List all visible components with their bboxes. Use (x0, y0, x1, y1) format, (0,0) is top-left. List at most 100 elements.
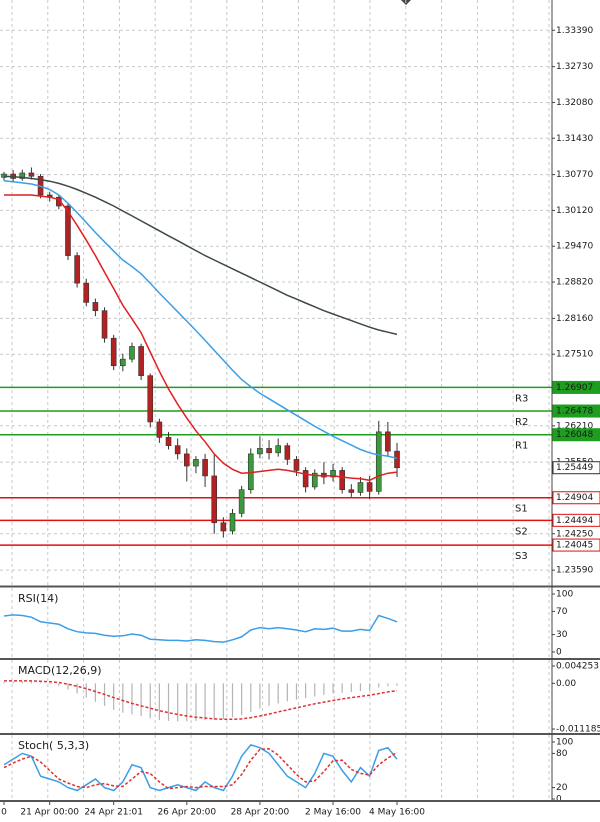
x-tick-label: 26 Apr 20:00 (157, 808, 216, 818)
candle-body (101, 310, 108, 339)
macd-bar (94, 683, 96, 702)
macd-bar (3, 682, 5, 684)
pivot-value: 1.26048 (556, 430, 593, 440)
y-tick-label: 1.30770 (556, 170, 593, 180)
macd-bar (341, 683, 343, 693)
macd-bar (359, 683, 362, 692)
candle-body (110, 337, 117, 367)
pivot-name: S3 (515, 551, 528, 562)
y-tick-label: 1.31430 (556, 134, 593, 144)
pivot-name: R2 (515, 417, 528, 428)
candle-body (83, 282, 90, 303)
macd-bar (323, 683, 325, 695)
y-tick-label: 30 (556, 630, 568, 640)
macd-bar (186, 683, 188, 722)
last-price: 1.25449 (556, 463, 593, 473)
pivot-value-box (552, 491, 600, 505)
y-tick-label: 1.33390 (556, 26, 593, 36)
candle-body (19, 172, 26, 179)
candle-body (293, 459, 300, 471)
macd-bar (387, 683, 389, 687)
candle-body (375, 431, 382, 492)
panel-title: MACD(12,26,9) (18, 664, 102, 677)
candle-body (211, 475, 218, 524)
candle-body (394, 450, 400, 469)
candle-body (147, 375, 154, 423)
candle-body (220, 522, 227, 532)
x-tick-label: 0 (1, 808, 7, 818)
pivot-value: 1.26907 (556, 383, 593, 393)
macd-bar (177, 683, 179, 722)
macd-bar (241, 683, 243, 716)
macd-bar (113, 683, 115, 710)
macd-bar (195, 683, 197, 721)
y-tick-label: 0.004253 (556, 662, 599, 672)
x-tick-label: 2 May 16:00 (305, 808, 361, 818)
candle-body (156, 421, 163, 438)
candle-body (238, 489, 245, 514)
macd-bar (268, 683, 270, 706)
pivot-value-box (552, 428, 600, 442)
macd-bar (277, 683, 279, 704)
macd-bar (231, 683, 234, 718)
y-tick-label: -0.011185 (556, 725, 600, 735)
candle-body (74, 255, 80, 284)
y-tick-label: 1.23590 (556, 566, 593, 576)
candle-body (302, 470, 309, 488)
last-price-box (552, 461, 600, 475)
y-tick-label: 1.32730 (556, 62, 593, 72)
macd-bar (58, 683, 60, 686)
stoch-line (3, 744, 398, 792)
candle-body (284, 445, 291, 460)
pivot-name: R1 (515, 441, 528, 452)
macd-bar (85, 683, 87, 698)
x-tick-label: 21 Apr 00:00 (20, 808, 79, 818)
candle-body (65, 205, 71, 256)
y-tick-label: 70 (556, 607, 568, 617)
candle-body (257, 448, 263, 455)
macd-bar (167, 683, 170, 721)
candle-body (28, 172, 35, 177)
y-tick-label: 0 (556, 795, 562, 805)
pivot-value: 1.26478 (556, 407, 593, 417)
candle-body (174, 445, 181, 455)
macd-bar (49, 683, 51, 685)
candle-body (366, 482, 373, 492)
y-tick-label: 1.28160 (556, 314, 593, 324)
y-tick-label: 1.30120 (556, 206, 593, 216)
candle-body (348, 489, 355, 493)
y-tick-label: 100 (556, 738, 573, 748)
macd-bar (67, 683, 69, 690)
candle-body (129, 346, 135, 360)
y-tick-label: 0.00 (556, 679, 576, 689)
rsi-line (3, 614, 398, 643)
candle-body (202, 459, 208, 477)
pivot-name: S2 (515, 526, 528, 537)
macd-bar (295, 683, 298, 700)
macd-bar (314, 683, 316, 697)
moving-average (4, 194, 398, 482)
candle-body (120, 358, 126, 367)
y-tick-label: 1.27510 (556, 350, 593, 360)
macd-bar (222, 683, 224, 720)
macd-bar (213, 683, 215, 721)
pivot-name: S1 (515, 504, 528, 515)
candle-body (165, 437, 172, 446)
macd-bar (332, 683, 334, 694)
candle-body (92, 302, 99, 311)
macd-bar (259, 683, 261, 709)
x-tick-label: 24 Apr 21:01 (84, 808, 143, 818)
macd-bar (140, 683, 142, 717)
moving-average (3, 179, 398, 460)
y-tick-label: 100 (556, 590, 573, 600)
macd-signal (4, 680, 398, 721)
panel-title: Stoch( 5,3,3) (18, 739, 89, 752)
macd-bar (350, 683, 352, 692)
pivot-value: 1.24045 (556, 541, 593, 551)
candle-body (229, 513, 236, 532)
pivot-name: R3 (515, 393, 528, 404)
y-tick-label: 0 (556, 648, 562, 658)
macd-bar (39, 682, 42, 684)
